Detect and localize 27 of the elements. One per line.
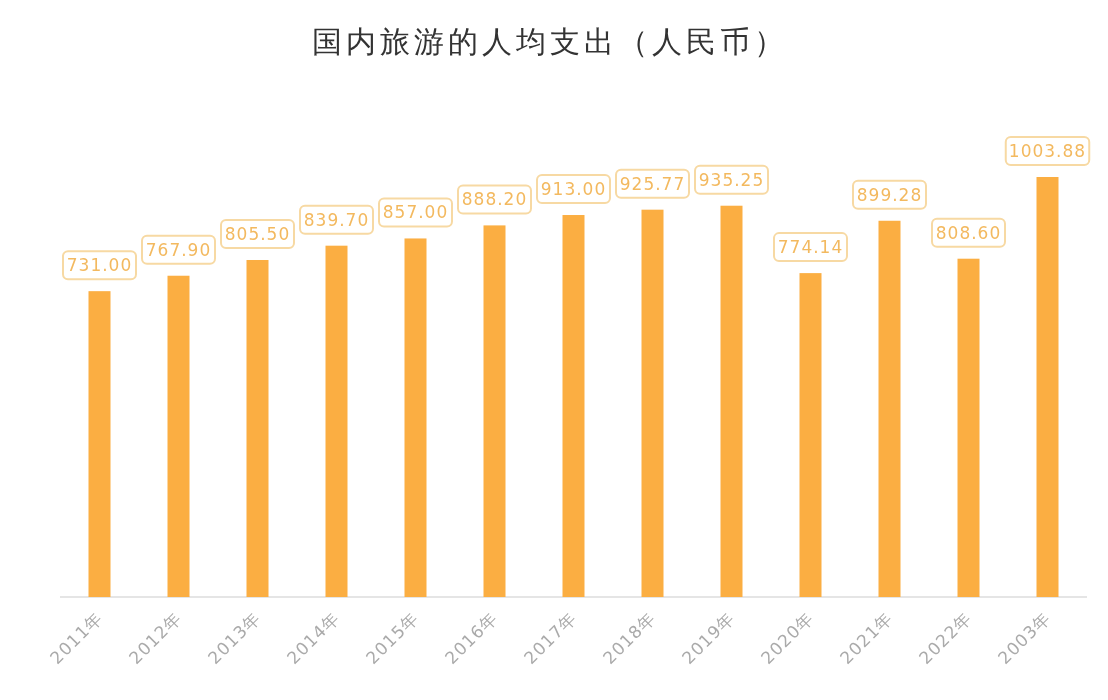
bar	[720, 205, 743, 597]
data-label: 774.14	[777, 237, 844, 258]
data-label: 808.60	[935, 222, 1002, 243]
data-label: 925.77	[619, 173, 686, 194]
data-label: 731.00	[66, 255, 133, 276]
bar	[957, 258, 980, 597]
bar	[246, 260, 269, 597]
data-label: 935.25	[698, 169, 765, 190]
data-label: 857.00	[382, 202, 449, 223]
chart-title: 国内旅游的人均支出（人民币）	[312, 24, 788, 59]
bar	[562, 215, 585, 597]
bar	[88, 291, 111, 597]
data-label: 839.70	[303, 209, 370, 230]
bar	[799, 273, 822, 597]
data-label: 767.90	[145, 239, 212, 260]
bar	[167, 275, 190, 597]
data-label: 805.50	[224, 224, 291, 244]
data-label: 888.20	[461, 189, 528, 210]
data-label: 1003.88	[1008, 141, 1087, 161]
bar	[325, 245, 348, 597]
bar	[483, 225, 506, 597]
bar	[1036, 177, 1059, 597]
bar	[641, 209, 664, 597]
bar	[878, 220, 901, 597]
data-label: 913.00	[540, 179, 607, 200]
bar	[404, 238, 427, 597]
data-label: 899.28	[856, 184, 923, 205]
